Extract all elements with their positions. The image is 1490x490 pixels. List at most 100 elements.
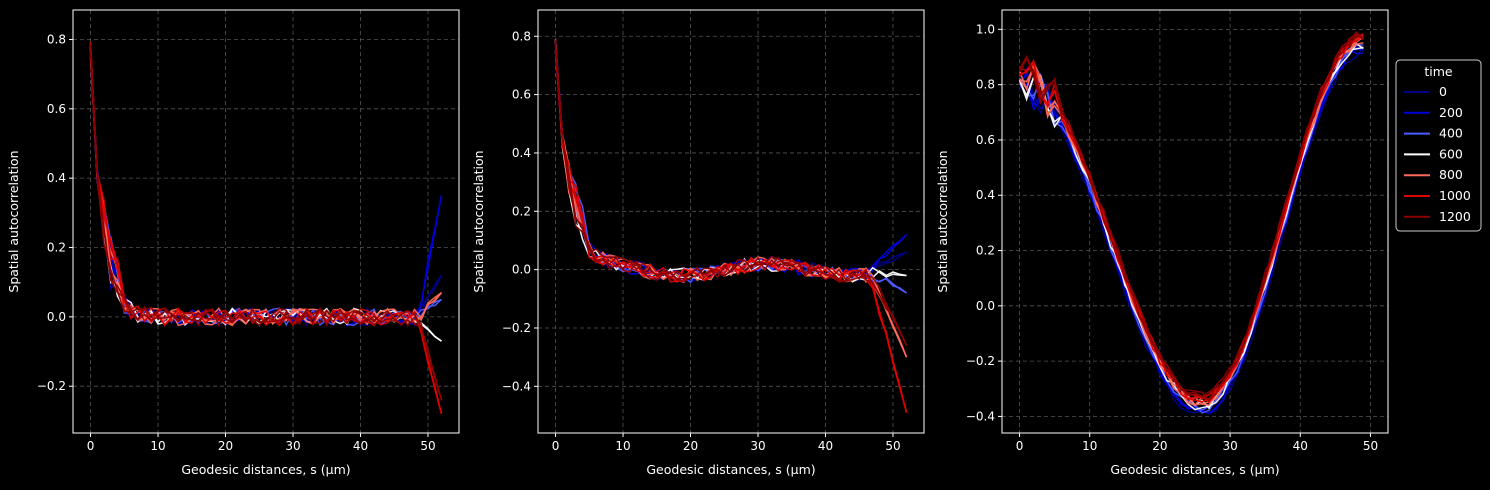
series-line-1000 — [554, 43, 908, 413]
x-tick-label: 30 — [1222, 439, 1237, 453]
axes-frame — [537, 9, 925, 434]
y-tick-label: 0.8 — [47, 32, 66, 46]
series-line-1000 — [89, 41, 443, 415]
series-line-1200 — [1018, 32, 1364, 398]
series-line-800 — [554, 38, 908, 358]
x-tick-label: 20 — [1152, 439, 1167, 453]
series-group — [89, 41, 443, 415]
x-axis-label: Geodesic distances, s (μm) — [1110, 462, 1279, 477]
x-axis-label: Geodesic distances, s (μm) — [646, 462, 815, 477]
y-tick-label: 0.4 — [512, 146, 531, 160]
series-line-1200 — [554, 51, 908, 346]
series-line-800 — [1018, 41, 1364, 406]
x-tick-label: 50 — [1363, 439, 1378, 453]
y-tick-label: 1.0 — [976, 22, 995, 36]
y-tick-label: −0.2 — [37, 379, 66, 393]
series-line-600 — [89, 46, 442, 342]
y-tick-label: 0.0 — [512, 263, 531, 277]
y-tick-label: 0.4 — [47, 171, 66, 185]
y-tick-label: −0.4 — [502, 379, 531, 393]
x-tick-label: 40 — [1293, 439, 1308, 453]
series-line-1000 — [1019, 34, 1364, 403]
y-tick-label: 0.0 — [976, 299, 995, 313]
series-line-1200 — [89, 53, 443, 401]
x-tick-label: 40 — [818, 439, 833, 453]
series-line-800 — [1019, 36, 1364, 406]
y-tick-label: 0.6 — [512, 88, 531, 102]
series-line-1200 — [1018, 33, 1364, 403]
axes-frame — [1001, 9, 1389, 434]
series-line-800 — [89, 51, 442, 327]
series-line-800 — [89, 57, 443, 327]
chart-panel-2: 0 10 20 30 40 50 −0.4 −0.2 0.0 0.2 0.4 0.6 0.8 Geodes… — [471, 9, 925, 477]
y-axis-label: Spatial autocorrelation — [6, 150, 21, 292]
series-line-1000 — [1019, 33, 1364, 404]
y-axis-label: Spatial autocorrelation — [935, 150, 950, 292]
series-line-1200 — [554, 39, 908, 346]
x-tick-label: 0 — [87, 439, 95, 453]
y-tick-label: 0.8 — [512, 29, 531, 43]
y-tick-label: −0.2 — [502, 321, 531, 335]
x-tick-label: 30 — [285, 439, 300, 453]
series-line-400 — [1018, 47, 1364, 411]
series-line-200 — [89, 52, 443, 327]
x-tick-label: 10 — [615, 439, 630, 453]
y-tick-label: 0.2 — [47, 241, 66, 255]
y-tick-label: −0.4 — [966, 409, 995, 423]
y-tick-label: 0.8 — [976, 78, 995, 92]
series-line-1200 — [89, 46, 443, 401]
legend: time 0 200 400 600 800 1000 1200 — [1395, 59, 1482, 232]
legend-title: time — [1424, 64, 1453, 79]
x-axis-label: Geodesic distances, s (μm) — [181, 462, 350, 477]
axes-frame — [72, 9, 460, 434]
y-axis-label: Spatial autocorrelation — [471, 150, 486, 292]
series-line-600 — [1018, 46, 1364, 411]
legend-entry: 400 — [1439, 126, 1463, 141]
y-tick-label: 0.0 — [47, 310, 66, 324]
series-line-600 — [554, 39, 907, 283]
y-tick-label: −0.2 — [966, 354, 995, 368]
series-group — [554, 38, 908, 413]
y-tick-label: 0.4 — [976, 188, 995, 202]
y-tick-label: 0.2 — [976, 244, 995, 258]
series-line-0 — [89, 57, 443, 327]
legend-entry: 1000 — [1439, 188, 1471, 203]
series-line-400 — [89, 55, 443, 327]
y-tick-label: 0.6 — [47, 102, 66, 116]
x-tick-label: 50 — [420, 439, 435, 453]
series-line-1000 — [89, 42, 443, 415]
series-line-0 — [89, 56, 443, 327]
series-line-400 — [1018, 44, 1364, 414]
series-line-0 — [554, 42, 907, 283]
series-line-400 — [89, 49, 442, 327]
legend-entry: 200 — [1439, 105, 1463, 120]
x-tick-label: 0 — [1016, 439, 1024, 453]
x-tick-label: 20 — [683, 439, 698, 453]
series-line-800 — [554, 40, 908, 358]
x-tick-label: 20 — [218, 439, 233, 453]
x-tick-label: 40 — [353, 439, 368, 453]
series-line-1200 — [1018, 30, 1364, 401]
series-line-600 — [1018, 42, 1364, 410]
legend-entry: 0 — [1439, 84, 1447, 99]
x-tick-label: 10 — [150, 439, 165, 453]
legend-box — [1395, 59, 1482, 232]
series-line-800 — [554, 51, 908, 358]
legend-entry: 800 — [1439, 167, 1463, 182]
series-line-200 — [1018, 48, 1364, 415]
series-line-800 — [89, 46, 443, 327]
legend-entry: 1200 — [1439, 209, 1471, 224]
series-line-200 — [554, 38, 908, 283]
chart-panel-3: 0 10 20 30 40 50 −0.4 −0.2 0.0 0.2 0.4 0.6 0.8 1.0 Geo… — [935, 9, 1389, 477]
series-line-200 — [89, 45, 443, 327]
chart-panel-1: 0 10 20 30 40 50 −0.2 0.0 0.2 0.4 0.6 0.8 Geodesic d… — [6, 9, 460, 477]
series-line-1000 — [554, 50, 908, 413]
x-tick-label: 50 — [885, 439, 900, 453]
series-line-1000 — [554, 46, 908, 413]
series-line-600 — [89, 43, 442, 342]
series-line-200 — [1019, 46, 1364, 413]
series-line-1000 — [89, 49, 443, 415]
series-line-1200 — [554, 41, 908, 346]
